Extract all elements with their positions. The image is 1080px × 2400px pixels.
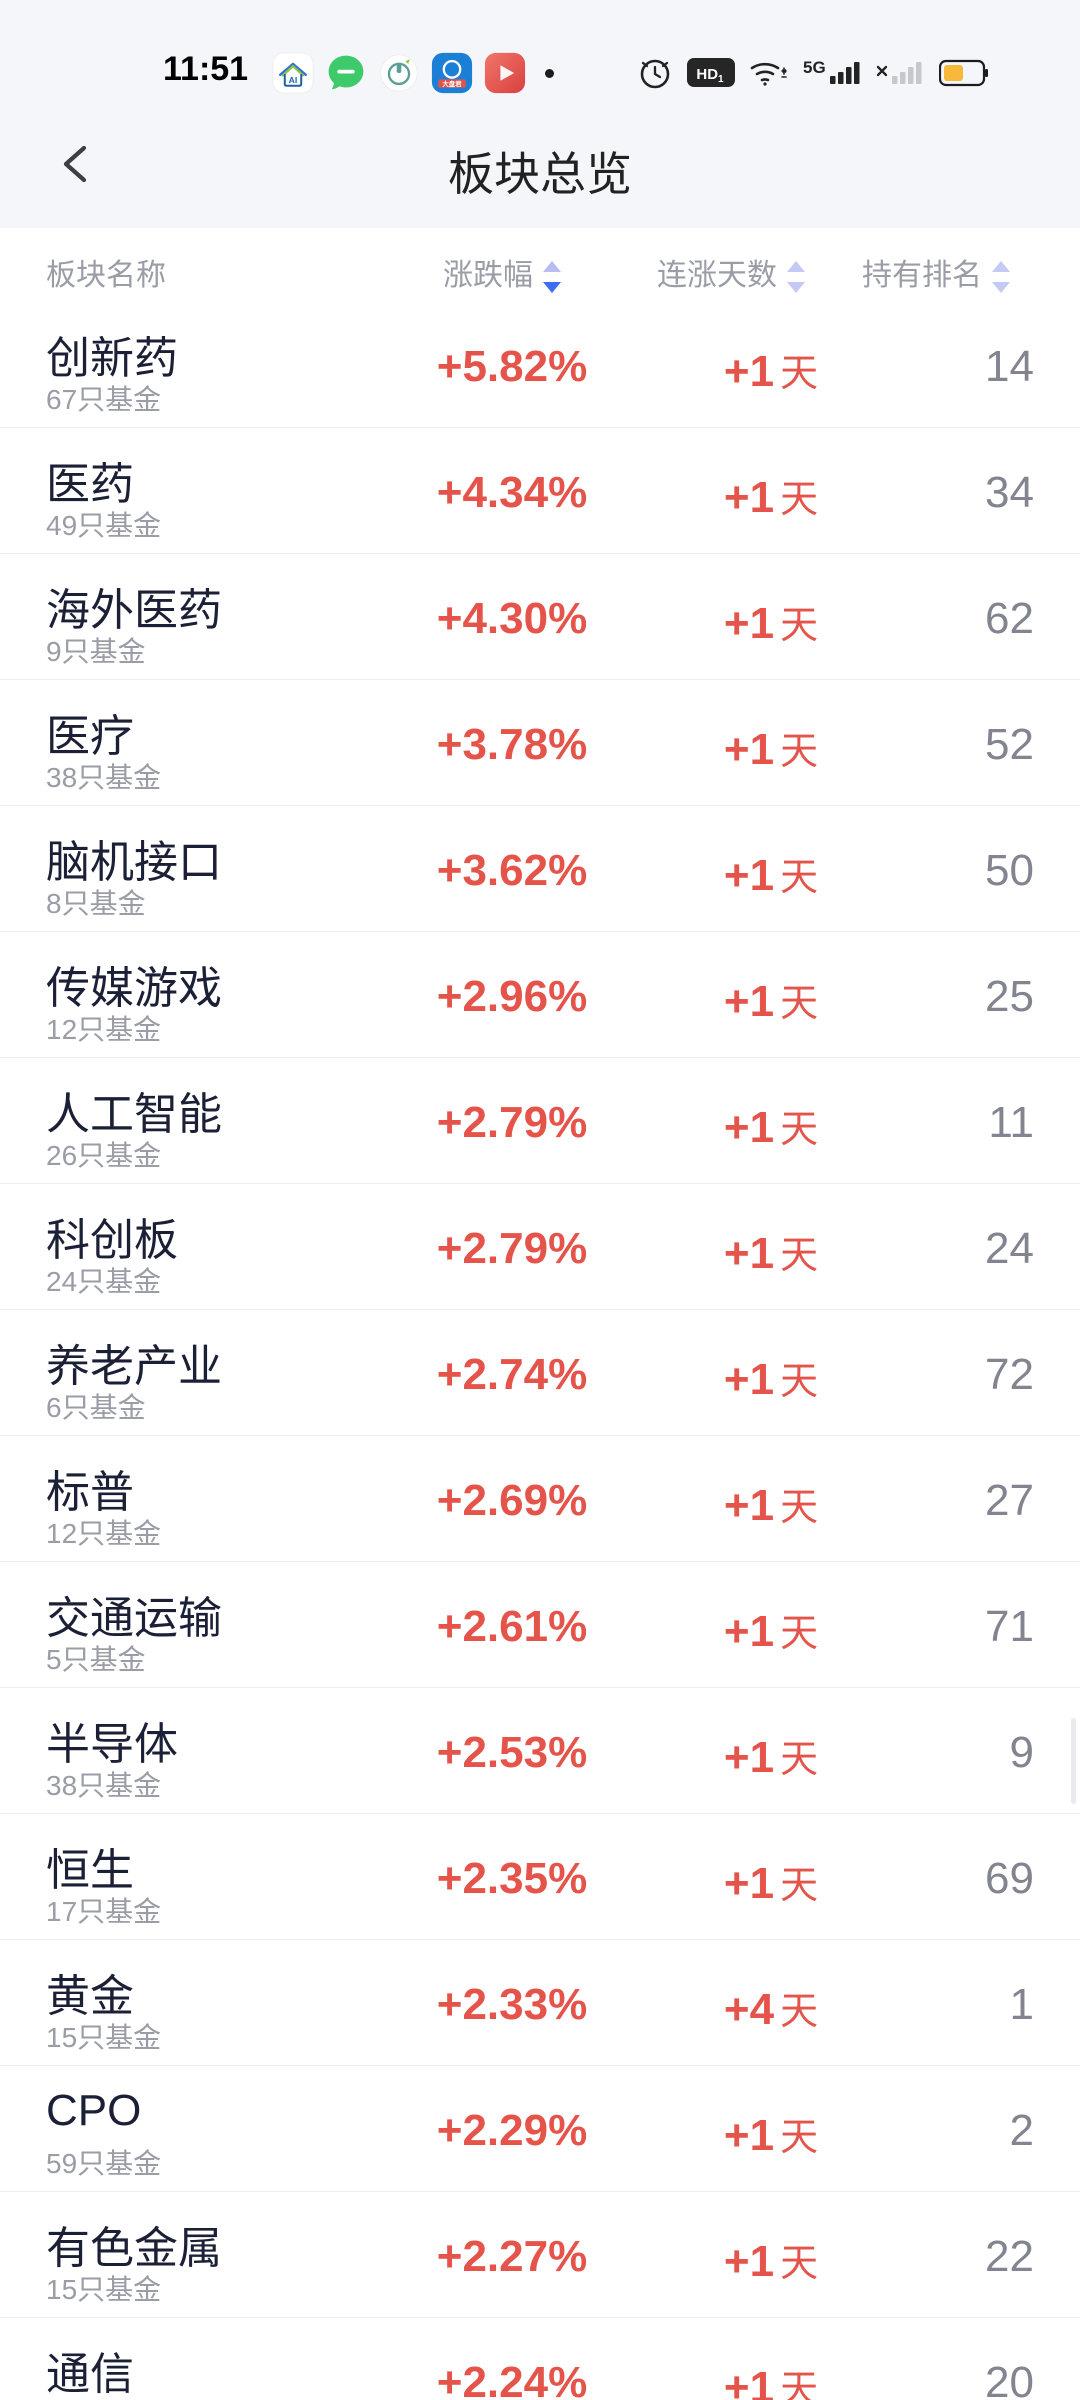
svg-text:大盘君: 大盘君 bbox=[442, 79, 462, 88]
svg-text:AI: AI bbox=[289, 75, 298, 85]
svg-text:5G: 5G bbox=[803, 58, 826, 77]
